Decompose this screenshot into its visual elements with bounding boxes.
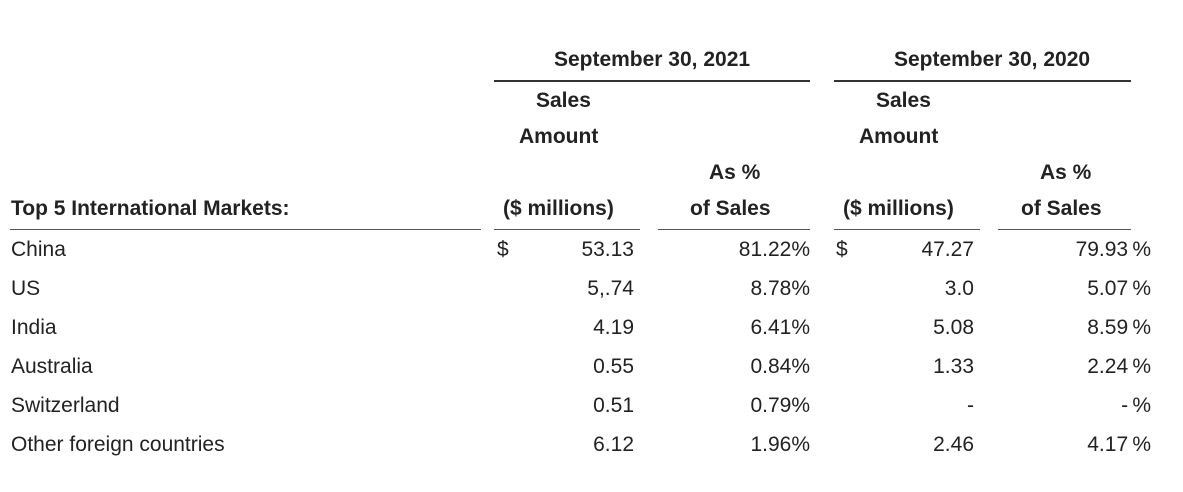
percent-2020: - %	[1121, 394, 1151, 417]
sales-header-2020-line1: Sales	[876, 89, 931, 112]
percent-2021: 6.41%	[750, 316, 810, 339]
period-underline-2020	[834, 80, 1131, 82]
percent-2021: 81.22%	[738, 238, 810, 261]
sales-header-2020-line3: ($ millions)	[843, 197, 954, 220]
row-label: Australia	[11, 355, 93, 378]
amount-2020: -	[967, 394, 974, 417]
percent-2020: 5.07 %	[1087, 277, 1151, 300]
percent-2021: 1.96%	[750, 433, 810, 456]
row-label: Switzerland	[11, 394, 120, 417]
amount-2021: 5,.74	[587, 277, 634, 300]
row-header-underline	[10, 229, 481, 230]
row-label: China	[11, 238, 66, 261]
percent-2020: 4.17 %	[1087, 433, 1151, 456]
row-label: India	[11, 316, 57, 339]
pct-2021-underline	[658, 229, 810, 230]
amount-2021: 0.55	[593, 355, 634, 378]
amount-2020: 47.27	[921, 238, 974, 261]
amount-2020: 5.08	[933, 316, 974, 339]
period-header-2020: September 30, 2020	[893, 48, 1091, 71]
amount-2020: 2.46	[933, 433, 974, 456]
row-header-label: Top 5 International Markets:	[11, 197, 290, 220]
pct-header-2020-line1: As %	[1040, 161, 1092, 184]
amount-2020: 1.33	[933, 355, 974, 378]
percent-2020: 2.24 %	[1087, 355, 1151, 378]
row-label: Other foreign countries	[11, 433, 225, 456]
period-header-2021: September 30, 2021	[553, 48, 751, 71]
percent-2021: 0.79%	[750, 394, 810, 417]
percent-2021: 8.78%	[750, 277, 810, 300]
sales-2021-underline	[494, 229, 640, 230]
currency-symbol-2021: $	[497, 238, 509, 261]
percent-2021: 0.84%	[750, 355, 810, 378]
sales-header-2020-line2: Amount	[859, 125, 939, 148]
period-underline-2021	[494, 80, 810, 82]
sales-header-2021-line1: Sales	[536, 89, 591, 112]
sales-header-2021-line2: Amount	[519, 125, 599, 148]
percent-2020: 79.93 %	[1075, 238, 1151, 261]
pct-header-2021-line1: As %	[709, 161, 761, 184]
sales-2020-underline	[834, 229, 980, 230]
row-label: US	[11, 277, 41, 300]
pct-header-2020-line2: of Sales	[1021, 197, 1102, 220]
amount-2020: 3.0	[944, 277, 974, 300]
amount-2021: 4.19	[593, 316, 634, 339]
percent-2020: 8.59 %	[1087, 316, 1151, 339]
amount-2021: 0.51	[593, 394, 634, 417]
pct-header-2021-line2: of Sales	[690, 197, 771, 220]
sales-header-2021-line3: ($ millions)	[503, 197, 614, 220]
currency-symbol-2020: $	[836, 238, 848, 261]
amount-2021: 6.12	[593, 433, 634, 456]
amount-2021: 53.13	[581, 238, 634, 261]
pct-2020-underline	[998, 229, 1131, 230]
